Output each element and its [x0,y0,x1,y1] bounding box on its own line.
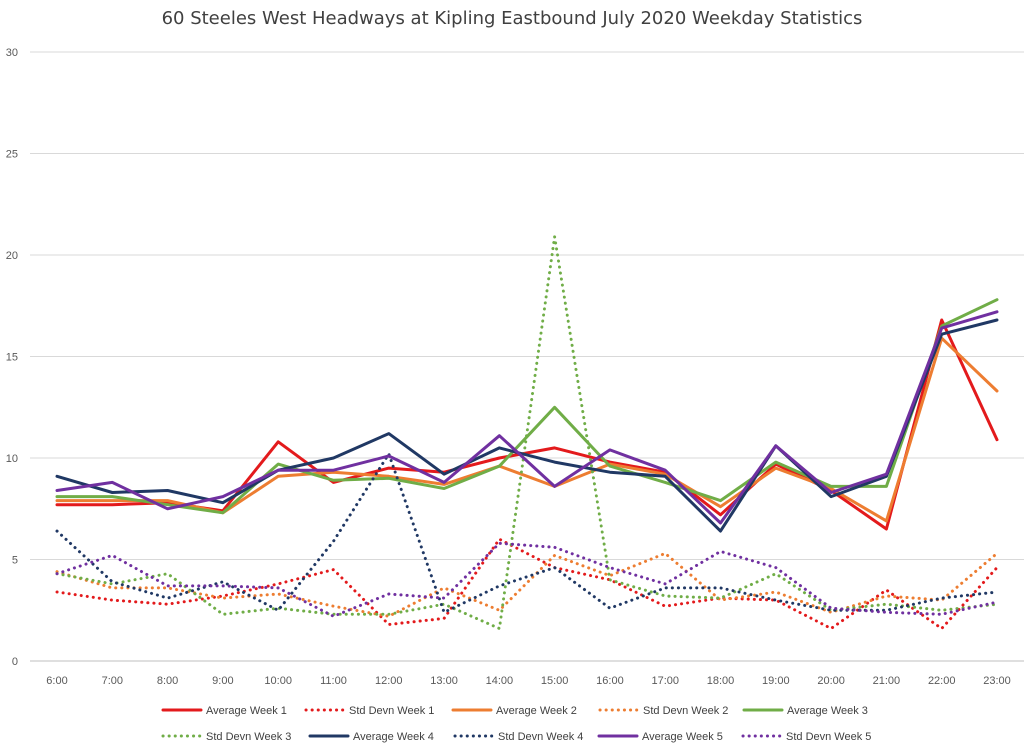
y-tick-label: 25 [6,149,18,161]
x-tick-label: 15:00 [541,675,569,687]
y-tick-label: 30 [6,47,18,59]
x-tick-label: 22:00 [928,675,956,687]
series-line [55,298,999,515]
series-line [55,310,999,525]
y-tick-label: 20 [6,250,18,262]
x-axis: 6:00 7:00 8:00 9:00 10:00 11:00 12:00 13:00 14:0… [46,675,1010,687]
gridlines [30,51,1024,662]
legend-label: Average Week 3 [787,705,868,717]
series-2 [55,537,999,630]
legend: Average Week 1 Std Devn Week 1 Average Wee… [161,705,871,743]
x-tick-label: 10:00 [264,675,292,687]
legend-item: Average Week 3 [742,705,868,717]
legend-item: Std Devn Week 2 [598,705,728,717]
y-tick-label: 10 [6,453,18,465]
series-5 [55,298,999,515]
legend-label: Average Week 2 [496,705,577,717]
series-line [55,235,999,630]
x-tick-label: 23:00 [983,675,1011,687]
legend-item: Std Devn Week 5 [741,731,871,743]
y-tick-label: 5 [12,555,18,567]
y-tick-label: 0 [12,656,18,668]
x-tick-label: 19:00 [762,675,790,687]
x-tick-label: 12:00 [375,675,403,687]
legend-item: Std Devn Week 4 [453,731,583,743]
series-6 [55,235,999,630]
x-tick-label: 16:00 [596,675,624,687]
series-8 [55,452,999,614]
legend-item: Average Week 4 [308,731,434,743]
y-tick-label: 15 [6,352,18,364]
x-tick-label: 18:00 [707,675,735,687]
x-tick-label: 17:00 [651,675,679,687]
series-line [55,551,999,618]
x-tick-label: 6:00 [46,675,67,687]
x-tick-label: 7:00 [102,675,123,687]
series-4 [55,551,999,618]
legend-label: Std Devn Week 1 [349,705,434,717]
x-tick-label: 8:00 [157,675,178,687]
legend-label: Average Week 1 [206,705,287,717]
legend-label: Average Week 4 [353,731,434,743]
series-9 [55,310,999,525]
series-line [55,541,999,618]
legend-label: Std Devn Week 5 [786,731,871,743]
legend-label: Std Devn Week 4 [498,731,583,743]
legend-item: Average Week 2 [451,705,577,717]
legend-item: Std Devn Week 1 [304,705,434,717]
plot-series [55,235,999,630]
legend-item: Std Devn Week 3 [161,731,291,743]
legend-label: Std Devn Week 3 [206,731,291,743]
legend-item: Average Week 1 [161,705,287,717]
chart-title: 60 Steeles West Headways at Kipling East… [161,8,863,29]
series-line [55,318,999,533]
legend-item: Average Week 5 [597,731,723,743]
x-tick-label: 14:00 [486,675,514,687]
x-tick-label: 11:00 [320,675,347,687]
legend-label: Average Week 5 [642,731,723,743]
series-10 [55,541,999,618]
series-line [55,452,999,614]
series-7 [55,318,999,533]
x-tick-label: 9:00 [212,675,233,687]
x-tick-label: 20:00 [817,675,845,687]
legend-label: Std Devn Week 2 [643,705,728,717]
y-axis: 0 5 10 15 20 25 30 [6,47,18,668]
x-tick-label: 21:00 [873,675,901,687]
x-tick-label: 13:00 [430,675,458,687]
series-line [55,537,999,630]
